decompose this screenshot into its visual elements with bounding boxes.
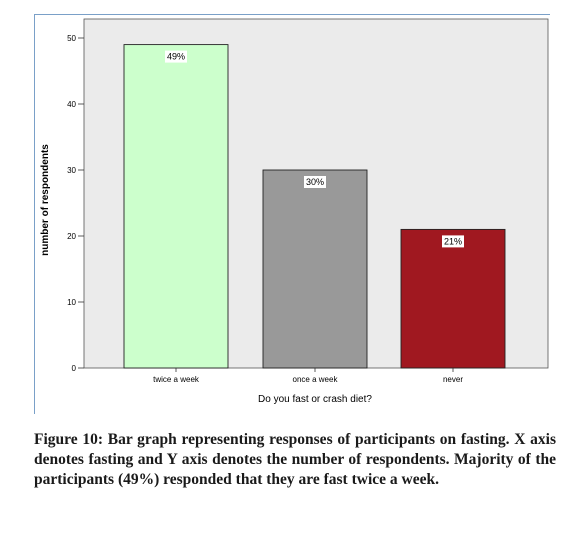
y-axis-label: number of respondents xyxy=(40,144,51,256)
bar xyxy=(400,228,506,369)
x-axis: twice a week once a week never xyxy=(153,368,463,384)
bar xyxy=(123,44,229,369)
figure-caption: Figure 10: Bar graph representing respon… xyxy=(34,431,556,488)
bar xyxy=(262,169,368,369)
data-label-box xyxy=(304,176,326,188)
x-axis-label: Do you fast or crash diet? xyxy=(258,394,372,405)
y-tick-label: 0 xyxy=(72,364,77,373)
data-label-box xyxy=(442,235,464,248)
data-label: 30% xyxy=(306,177,324,187)
x-tick-label: once a week xyxy=(293,375,339,384)
data-label: 21% xyxy=(444,236,462,246)
y-tick-label: 30 xyxy=(67,166,76,175)
y-tick-label: 50 xyxy=(67,34,76,43)
bars: 49% 30% 21% xyxy=(123,44,506,369)
y-tick-label: 10 xyxy=(67,298,76,307)
data-label: 49% xyxy=(167,52,185,62)
x-tick-label: twice a week xyxy=(153,375,200,384)
y-tick-label: 20 xyxy=(67,232,76,241)
x-tick-label: never xyxy=(443,375,463,384)
frame-border-top xyxy=(34,14,550,15)
y-axis: 0 10 20 30 40 50 xyxy=(67,34,84,373)
bar-chart: 0 10 20 30 40 50 49% 30% 21% twice a week once a… xyxy=(40,18,549,405)
frame-border-left xyxy=(34,14,35,414)
data-label-box xyxy=(165,50,187,63)
y-tick-label: 40 xyxy=(67,100,76,109)
